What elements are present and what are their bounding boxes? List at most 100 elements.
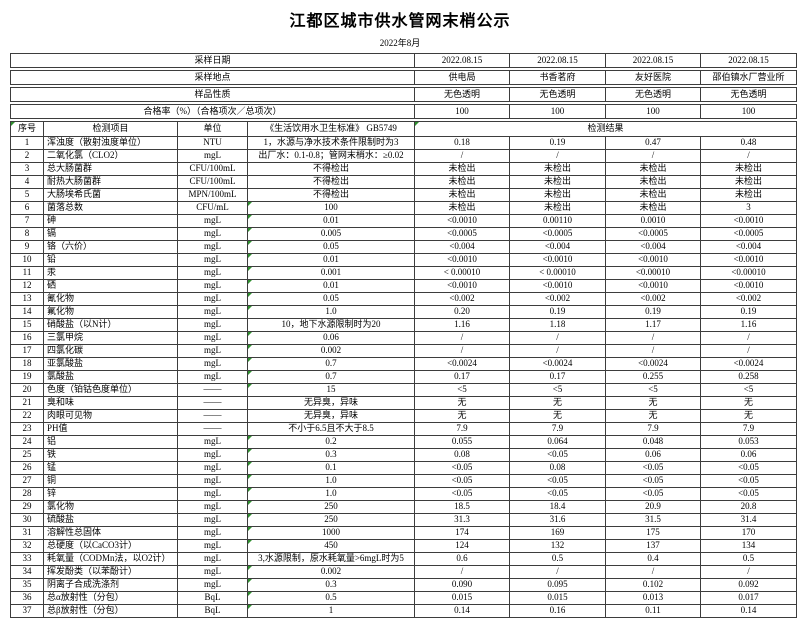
sample-info-value: 2022.08.15 <box>700 53 798 68</box>
item-cell: 三氯甲烷 <box>43 331 178 345</box>
excel-flag-icon <box>248 449 252 453</box>
standard-text: 出厂水：0.1-0.8；管网末梢水：≥0.02 <box>258 150 404 161</box>
result-cell: 175 <box>605 526 701 540</box>
sample-info-value: 2022.08.15 <box>605 53 702 68</box>
result-cell: 未检出 <box>414 201 510 215</box>
result-cell: 未检出 <box>414 175 510 189</box>
table-row: 18 亚氯酸盐 mgL 0.7 <0.0024 <0.0024 <0.0024 <0.0024 <box>10 357 798 371</box>
excel-flag-icon <box>248 384 252 388</box>
table-row: 25 铁 mgL 0.3 0.08 <0.05 0.06 0.06 <box>10 448 798 462</box>
result-cell: <0.0024 <box>605 357 701 371</box>
result-cell: 未检出 <box>699 162 798 176</box>
result-cell: 0.015 <box>509 591 606 605</box>
unit-cell: —— <box>177 383 248 397</box>
result-cell: / <box>605 149 701 163</box>
unit-cell: mgL <box>177 552 248 566</box>
item-cell: 汞 <box>43 266 178 280</box>
item-cell: 铝 <box>43 435 178 449</box>
standard-cell: 1 <box>247 604 415 618</box>
item-cell: 四氯化碳 <box>43 344 178 358</box>
result-cell: 174 <box>414 526 510 540</box>
result-cell: 0.017 <box>699 591 798 605</box>
standard-text: 0.05 <box>323 241 339 252</box>
excel-flag-icon <box>248 462 252 466</box>
result-cell: 1.18 <box>509 318 606 332</box>
standard-text: 1000 <box>322 527 340 538</box>
result-cell: 未检出 <box>605 162 701 176</box>
result-cell: <0.002 <box>414 292 510 306</box>
excel-flag-icon <box>248 605 252 609</box>
standard-cell: 出厂水：0.1-0.8；管网末梢水：≥0.02 <box>247 149 415 163</box>
table-row: 4 耐热大肠菌群 CFU/100mL 不得检出 未检出 未检出 未检出 未检出 <box>10 175 798 189</box>
row-no: 23 <box>10 422 44 436</box>
item-cell: 锰 <box>43 461 178 475</box>
standard-cell: 0.06 <box>247 331 415 345</box>
result-cell: <0.0010 <box>699 279 798 293</box>
result-cell: / <box>414 149 510 163</box>
result-cell: 未检出 <box>605 201 701 215</box>
item-cell: 菌落总数 <box>43 201 178 215</box>
unit-cell: mgL <box>177 448 248 462</box>
result-cell: 0.4 <box>605 552 701 566</box>
result-cell: 0.0010 <box>605 214 701 228</box>
sample-info-value: 100 <box>509 104 606 119</box>
result-cell: 无 <box>509 396 606 410</box>
item-cell: 铅 <box>43 253 178 267</box>
result-cell: 169 <box>509 526 606 540</box>
row-no: 17 <box>10 344 44 358</box>
table-row: 34 挥发酚类（以苯酚计） mgL 0.002// / / <box>10 565 798 579</box>
row-no: 36 <box>10 591 44 605</box>
table-row: 16 三氯甲烷 mgL 0.06// / / <box>10 331 798 345</box>
result-cell: 7.9 <box>699 422 798 436</box>
row-no: 14 <box>10 305 44 319</box>
item-cell: 硒 <box>43 279 178 293</box>
table-row: 7 砷 mgL 0.01 <0.0010 0.00110 0.0010 <0.0010 <box>10 214 798 228</box>
result-cell: 无 <box>605 396 701 410</box>
standard-text: 0.1 <box>325 462 337 473</box>
excel-flag-icon <box>248 592 252 596</box>
result-cell: 0.20 <box>414 305 510 319</box>
result-cell: 1.16 <box>699 318 798 332</box>
excel-flag-icon <box>248 202 252 206</box>
row-no: 6 <box>10 201 44 215</box>
result-cell: <0.0010 <box>509 279 606 293</box>
item-cell: 总β放射性（分包） <box>43 604 178 618</box>
item-cell: 铜 <box>43 474 178 488</box>
standard-text: 0.2 <box>325 436 337 447</box>
row-no: 3 <box>10 162 44 176</box>
row-no: 20 <box>10 383 44 397</box>
result-cell: 无 <box>699 396 798 410</box>
result-cell: 0.47 <box>605 136 701 150</box>
sample-info-table: 样品性质 无色透明 无色透明 无色透明 无色透明 <box>9 87 798 102</box>
standard-text: 1.0 <box>325 475 337 486</box>
standard-text: 100 <box>324 202 338 213</box>
row-no: 24 <box>10 435 44 449</box>
standard-text: 不得检出 <box>312 176 349 187</box>
excel-flag-icon <box>248 436 252 440</box>
standard-text: 1.0 <box>325 488 337 499</box>
standard-text: 3,水源限制，原水耗氧量>6mgL时为5 <box>258 553 404 564</box>
result-cell: / <box>414 331 510 345</box>
result-cell: 0.19 <box>509 136 606 150</box>
results-table: 序号 检测项目 单位 《生活饮用水卫生标准》 GB5749 检测结果 1 浑浊度（… <box>10 121 798 618</box>
standard-text: 250 <box>324 514 338 525</box>
item-cell: 耐热大肠菌群 <box>43 175 178 189</box>
excel-flag-icon <box>248 293 252 297</box>
item-cell: 总硬度（以CaCO3计） <box>43 539 178 553</box>
unit-cell: —— <box>177 396 248 410</box>
excel-flag-icon <box>248 215 252 219</box>
result-cell: 7.9 <box>605 422 701 436</box>
row-no: 8 <box>10 227 44 241</box>
result-cell: <0.0010 <box>414 279 510 293</box>
unit-cell: mgL <box>177 318 248 332</box>
row-no: 1 <box>10 136 44 150</box>
sample-info-value: 书香茗府 <box>509 70 607 85</box>
result-cell: 未检出 <box>509 201 606 215</box>
table-row: 35 阴离子合成洗涤剂 mgL 0.3 0.090 0.095 0.102 0.092 <box>10 578 798 592</box>
results-table-header-row: 序号 检测项目 单位 《生活饮用水卫生标准》 GB5749 检测结果 <box>10 121 798 137</box>
unit-cell: mgL <box>177 513 248 527</box>
unit-cell: mgL <box>177 474 248 488</box>
result-cell: 0.055 <box>414 435 510 449</box>
table-row: 2 二氧化氯（CLO2） mgL 出厂水：0.1-0.8；管网末梢水：≥0.02// /… <box>10 149 798 163</box>
header-no-label: 序号 <box>17 123 36 134</box>
